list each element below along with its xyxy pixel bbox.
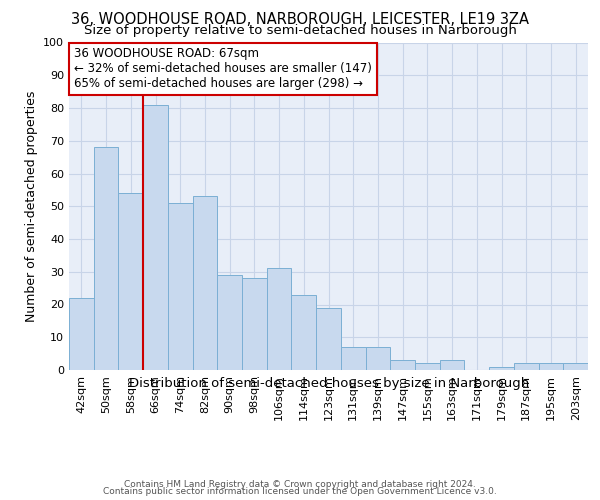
Bar — [193, 196, 217, 370]
Bar — [390, 360, 415, 370]
Bar — [118, 193, 143, 370]
Bar — [489, 366, 514, 370]
Bar — [415, 364, 440, 370]
Bar — [316, 308, 341, 370]
Bar — [143, 104, 168, 370]
Bar — [539, 364, 563, 370]
Bar — [440, 360, 464, 370]
Bar — [168, 203, 193, 370]
Text: 36, WOODHOUSE ROAD, NARBOROUGH, LEICESTER, LE19 3ZA: 36, WOODHOUSE ROAD, NARBOROUGH, LEICESTE… — [71, 12, 529, 28]
Bar — [292, 294, 316, 370]
Text: 36 WOODHOUSE ROAD: 67sqm
← 32% of semi-detached houses are smaller (147)
65% of : 36 WOODHOUSE ROAD: 67sqm ← 32% of semi-d… — [74, 48, 372, 90]
Y-axis label: Number of semi-detached properties: Number of semi-detached properties — [25, 90, 38, 322]
Bar — [365, 347, 390, 370]
Bar — [514, 364, 539, 370]
Bar — [341, 347, 365, 370]
Text: Contains HM Land Registry data © Crown copyright and database right 2024.: Contains HM Land Registry data © Crown c… — [124, 480, 476, 489]
Bar — [69, 298, 94, 370]
Bar — [217, 275, 242, 370]
Bar — [267, 268, 292, 370]
Text: Contains public sector information licensed under the Open Government Licence v3: Contains public sector information licen… — [103, 487, 497, 496]
Text: Distribution of semi-detached houses by size in Narborough: Distribution of semi-detached houses by … — [128, 378, 529, 390]
Bar — [242, 278, 267, 370]
Bar — [94, 148, 118, 370]
Bar — [563, 364, 588, 370]
Text: Size of property relative to semi-detached houses in Narborough: Size of property relative to semi-detach… — [83, 24, 517, 37]
